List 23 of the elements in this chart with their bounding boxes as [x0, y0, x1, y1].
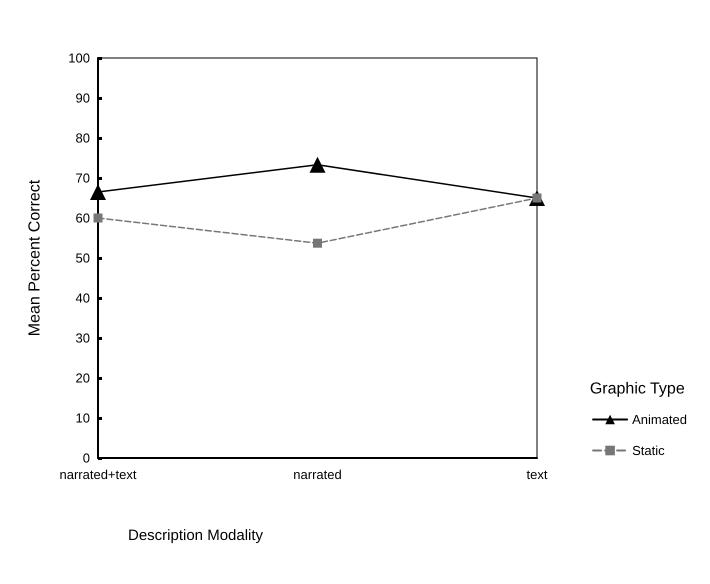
x-axis-title: Description Modality	[128, 527, 264, 544]
y-axis-title: Mean Percent Correct	[26, 179, 44, 336]
legend-title: Graphic Type	[590, 380, 685, 398]
y-tick-label: 70	[76, 170, 90, 186]
point	[313, 238, 322, 248]
y-tick-label: 0	[82, 450, 90, 466]
y-tick-label: 80	[76, 130, 90, 146]
x-tick-label: narrated	[293, 467, 342, 482]
legend-label: Static	[632, 443, 666, 458]
y-tick-label: 40	[76, 290, 90, 306]
point	[310, 156, 326, 173]
x-tick-label: narrated+text	[60, 467, 137, 482]
point	[90, 184, 106, 200]
legend-label: Animated	[632, 412, 687, 427]
point	[94, 214, 102, 222]
y-tick-label: 20	[76, 370, 90, 386]
y-tick-label: 90	[76, 90, 90, 106]
y-tick-label: 100	[68, 50, 90, 66]
y-tick-label: 10	[76, 410, 90, 426]
y-tick-label: 60	[76, 210, 90, 226]
x-tick-label: text	[526, 467, 548, 482]
y-tick-label: 50	[76, 250, 90, 266]
y-tick-label: 30	[76, 330, 90, 346]
